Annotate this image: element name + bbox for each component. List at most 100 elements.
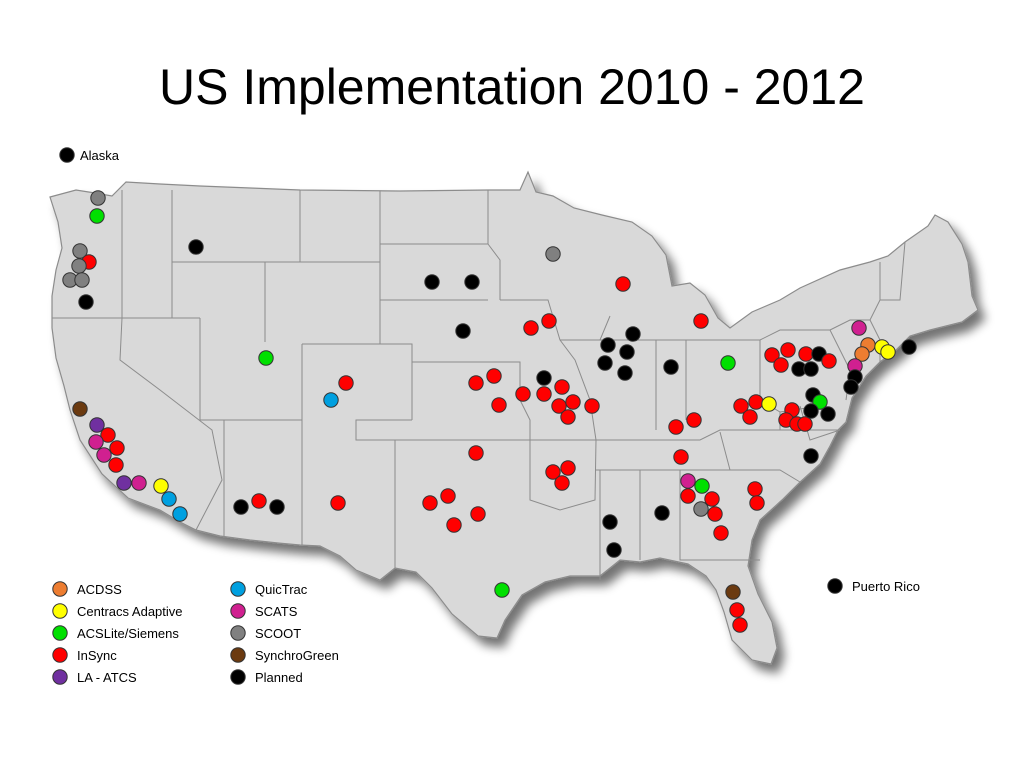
map-marker-insync	[780, 342, 796, 358]
legend-swatch-planned	[230, 669, 246, 685]
map-marker-insync	[742, 409, 758, 425]
map-marker-planned	[606, 542, 622, 558]
map-marker-planned	[536, 370, 552, 386]
map-marker-insync	[515, 386, 531, 402]
map-marker-acslite-siemens	[494, 582, 510, 598]
map-marker-insync	[668, 419, 684, 435]
map-marker-planned	[820, 406, 836, 422]
map-marker-scoot	[693, 501, 709, 517]
map-marker-planned	[843, 379, 859, 395]
legend-swatch-acdss	[52, 581, 68, 597]
map-marker-insync	[615, 276, 631, 292]
map-marker-insync	[707, 506, 723, 522]
legend-label-scoot: SCOOT	[255, 626, 301, 641]
map-marker-scats	[131, 475, 147, 491]
legend-label-centracs-adaptive: Centracs Adaptive	[77, 604, 183, 619]
map-marker-insync	[680, 488, 696, 504]
map-marker-planned	[233, 499, 249, 515]
legend-swatch-scoot	[230, 625, 246, 641]
map-marker-insync	[100, 427, 116, 443]
map-marker-insync	[729, 602, 745, 618]
map-marker-insync	[704, 491, 720, 507]
map-marker-scats	[680, 473, 696, 489]
map-marker-insync	[565, 394, 581, 410]
map-marker-quictrac	[172, 506, 188, 522]
legend-label-acdss: ACDSS	[77, 582, 122, 597]
legend-label-scats: SCATS	[255, 604, 298, 619]
legend-label-planned: Planned	[255, 670, 303, 685]
legend-swatch-acslite-siemens	[52, 625, 68, 641]
map-marker-insync	[330, 495, 346, 511]
map-marker-scoot	[545, 246, 561, 262]
map-marker-quictrac	[161, 491, 177, 507]
map-marker-insync	[733, 398, 749, 414]
legend-label-quictrac: QuicTrac	[255, 582, 308, 597]
alaska-marker	[59, 147, 75, 163]
map-marker-insync	[541, 313, 557, 329]
map-marker-scats	[851, 320, 867, 336]
map-marker-insync	[748, 394, 764, 410]
page-title: US Implementation 2010 - 2012	[159, 59, 865, 115]
map-marker-insync	[422, 495, 438, 511]
puerto-rico-marker	[827, 578, 843, 594]
map-land	[49, 170, 979, 665]
map-marker-centracs-adaptive	[880, 344, 896, 360]
legend-label-insync: InSync	[77, 648, 117, 663]
map-marker-planned	[600, 337, 616, 353]
legend-swatch-insync	[52, 647, 68, 663]
map-marker-insync	[545, 464, 561, 480]
map-marker-centracs-adaptive	[761, 396, 777, 412]
map-marker-planned	[803, 403, 819, 419]
map-marker-insync	[251, 493, 267, 509]
map-marker-planned	[597, 355, 613, 371]
map-marker-planned	[424, 274, 440, 290]
map-marker-planned	[188, 239, 204, 255]
map-marker-la-atcs	[116, 475, 132, 491]
map-marker-synchrogreen	[725, 584, 741, 600]
map-marker-insync	[821, 353, 837, 369]
marker-layer	[62, 190, 917, 633]
map-marker-insync	[536, 386, 552, 402]
map-marker-planned	[625, 326, 641, 342]
map-marker-quictrac	[323, 392, 339, 408]
map-marker-insync	[486, 368, 502, 384]
map-marker-insync	[747, 481, 763, 497]
legend-swatch-scats	[230, 603, 246, 619]
map-marker-planned	[269, 499, 285, 515]
legend-swatch-centracs-adaptive	[52, 603, 68, 619]
map-marker-acdss	[854, 346, 870, 362]
map-marker-insync	[554, 379, 570, 395]
map-marker-insync	[468, 445, 484, 461]
map-marker-planned	[654, 505, 670, 521]
alaska-label: Alaska	[80, 148, 120, 163]
legend: ACDSS Centracs Adaptive ACSLite/Siemens InS…	[52, 581, 339, 685]
map-marker-planned	[619, 344, 635, 360]
map-marker-insync	[108, 457, 124, 473]
map-marker-acslite-siemens	[694, 478, 710, 494]
legend-swatch-quictrac	[230, 581, 246, 597]
map-marker-insync	[749, 495, 765, 511]
map-marker-acslite-siemens	[258, 350, 274, 366]
map-marker-planned	[901, 339, 917, 355]
map-marker-insync	[560, 460, 576, 476]
map-marker-planned	[464, 274, 480, 290]
map-marker-insync	[468, 375, 484, 391]
map-marker-insync	[797, 416, 813, 432]
legend-swatch-synchrogreen	[230, 647, 246, 663]
map-marker-insync	[551, 398, 567, 414]
map-marker-insync	[338, 375, 354, 391]
map-marker-planned	[803, 448, 819, 464]
map-marker-insync	[523, 320, 539, 336]
map-marker-insync	[554, 475, 570, 491]
map-marker-planned	[602, 514, 618, 530]
map-marker-scoot	[74, 272, 90, 288]
map-marker-insync	[686, 412, 702, 428]
map-marker-insync	[798, 346, 814, 362]
map-marker-insync	[673, 449, 689, 465]
legend-label-synchrogreen: SynchroGreen	[255, 648, 339, 663]
map-marker-insync	[732, 617, 748, 633]
map-marker-planned	[78, 294, 94, 310]
map-marker-synchrogreen	[72, 401, 88, 417]
legend-label-la-atcs: LA - ATCS	[77, 670, 137, 685]
